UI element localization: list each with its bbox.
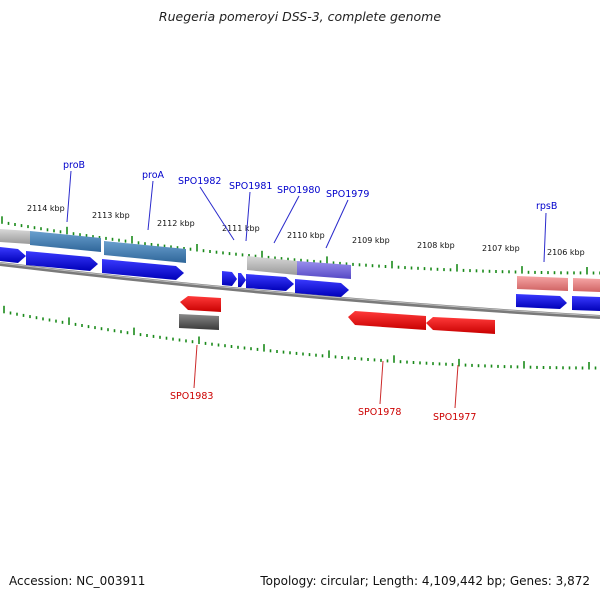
gene-arrow[interactable]: [246, 274, 294, 291]
label-leaders: [66, 170, 547, 409]
scale-label: 2109 kbp: [352, 236, 390, 245]
leader-line: [325, 199, 349, 249]
reverse-cds-row: [179, 296, 495, 334]
forward-feature-row: [0, 229, 600, 292]
gene-label-SPO1977[interactable]: SPO1977: [433, 412, 476, 423]
gene-feature-bar[interactable]: [30, 231, 101, 252]
gene-arrow[interactable]: [238, 273, 246, 287]
gene-label-SPO1981[interactable]: SPO1981: [229, 181, 272, 192]
gene-arrow[interactable]: [222, 271, 237, 286]
gene-arrow[interactable]: [348, 311, 426, 330]
scale-label: 2108 kbp: [417, 241, 455, 250]
accession-text: Accession: NC_003911: [9, 574, 146, 588]
gene-label-SPO1979[interactable]: SPO1979: [326, 189, 369, 200]
leader-line: [245, 191, 251, 242]
scale-label: 2112 kbp: [157, 219, 195, 228]
gene-feature-bar[interactable]: [0, 229, 30, 244]
gene-feature-bar[interactable]: [573, 278, 600, 292]
map-title: Ruegeria pomeroyi DSS-3, complete genome: [158, 9, 442, 24]
scale-label: 2113 kbp: [92, 211, 130, 220]
genome-backbone: [0, 262, 600, 319]
gene-label-SPO1983[interactable]: SPO1983: [170, 391, 213, 402]
leader-line: [147, 180, 154, 231]
leader-line: [66, 170, 72, 223]
gene-feature-bar[interactable]: [247, 256, 297, 275]
genome-stats-text: Topology: circular; Length: 4,109,442 bp…: [260, 574, 590, 588]
reverse-scale-ticks: [3, 305, 597, 370]
gene-label-SPO1982[interactable]: SPO1982: [178, 176, 221, 187]
gene-label-SPO1980[interactable]: SPO1980: [277, 185, 320, 196]
forward-cds-row: [0, 247, 600, 311]
scale-label: 2106 kbp: [547, 248, 585, 257]
leader-line: [379, 360, 384, 405]
gene-label-SPO1978[interactable]: SPO1978: [358, 407, 401, 418]
gene-arrow[interactable]: [180, 296, 221, 312]
leader-line: [454, 364, 459, 409]
leader-line: [273, 195, 300, 244]
gene-arrow[interactable]: [572, 296, 600, 311]
scale-label: 2111 kbp: [222, 224, 260, 233]
scale-label: 2110 kbp: [287, 231, 325, 240]
scale-label: 2114 kbp: [27, 204, 65, 213]
gene-feature-bar[interactable]: [104, 241, 186, 263]
gene-feature-bar[interactable]: [179, 314, 219, 330]
gene-feature-bar[interactable]: [297, 261, 351, 279]
leader-line: [543, 212, 547, 263]
gene-feature-bar[interactable]: [517, 276, 568, 291]
genome-backbone-highlight: [0, 262, 600, 317]
gene-labels: proB proA SPO1982 SPO1981 SPO1980 SPO197…: [63, 160, 557, 423]
gene-arrow[interactable]: [516, 294, 567, 309]
gene-arrow[interactable]: [295, 279, 349, 297]
gene-arrow[interactable]: [102, 259, 184, 280]
gene-label-rpsB[interactable]: rpsB: [536, 201, 557, 212]
gene-label-proB[interactable]: proB: [63, 160, 85, 171]
forward-scale-ticks: [1, 216, 600, 275]
gene-label-proA[interactable]: proA: [142, 170, 165, 181]
gene-arrow[interactable]: [0, 247, 26, 263]
scale-labels: 2114 kbp 2113 kbp 2112 kbp 2111 kbp 2110…: [27, 204, 585, 257]
scale-label: 2107 kbp: [482, 244, 520, 253]
gene-arrow[interactable]: [426, 317, 495, 334]
leader-line: [193, 344, 198, 389]
leader-line: [199, 186, 235, 241]
gene-arrow[interactable]: [26, 251, 98, 271]
